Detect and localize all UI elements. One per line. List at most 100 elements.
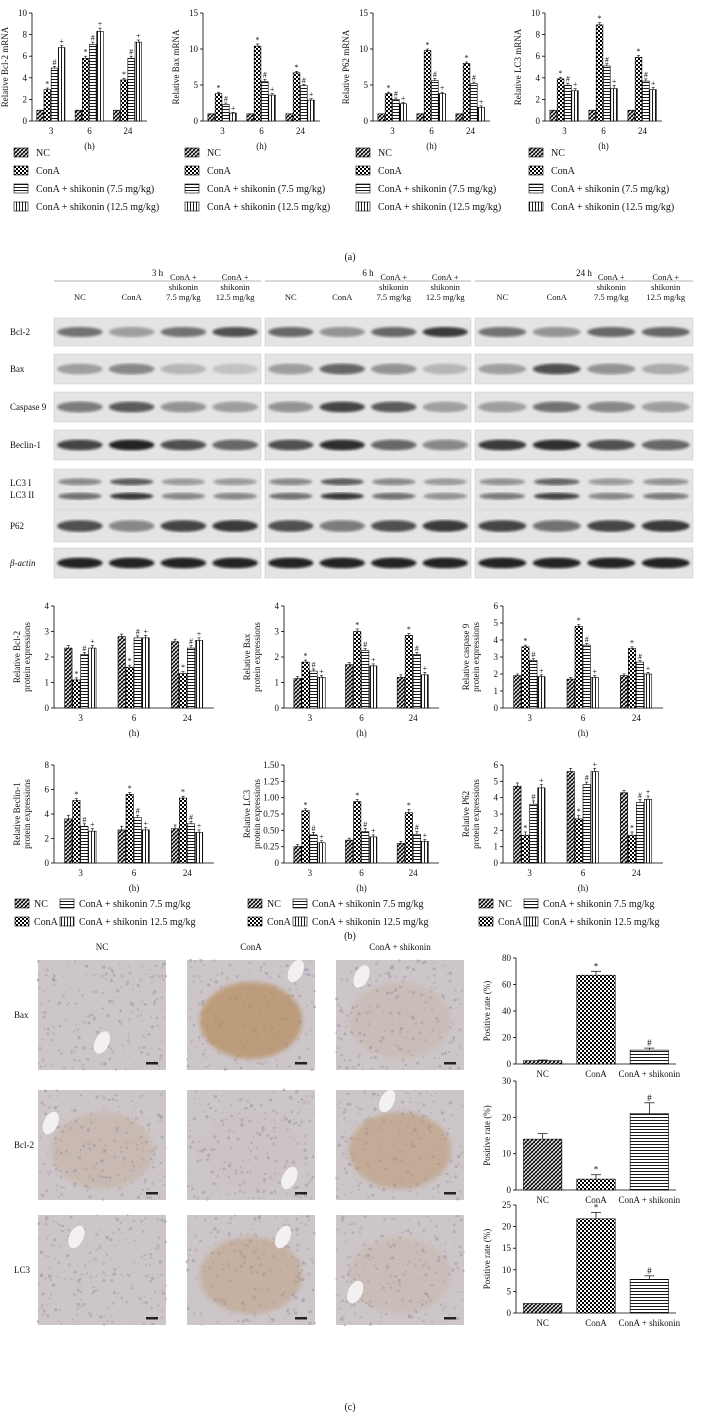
tissue-cell [188,1172,191,1174]
tissue-cell [48,1106,51,1109]
tissue-cell [348,1121,351,1124]
significance-mark: * [630,823,634,832]
x-tick-label: ConA + shikonin [619,1318,681,1328]
significance-mark: * [523,637,527,646]
tissue-cell [94,990,98,994]
tissue-cell [164,1284,167,1287]
tissue-cell [301,1299,305,1303]
tissue-cell [433,1315,435,1318]
tissue-cell [249,970,251,972]
tissue-cell [202,1059,204,1062]
significance-mark: + [90,820,95,829]
significance-mark: + [309,90,314,99]
tissue-cell [374,979,378,983]
y-tick-label: 0 [507,1308,512,1318]
tissue-cell [194,1248,198,1252]
x-tick-label: 24 [183,713,193,723]
tissue-cell [101,1307,103,1309]
tissue-cell [392,967,395,970]
y-tick-label: 0.75 [263,809,279,819]
significance-mark: + [592,760,597,769]
tissue-cell [72,1049,76,1053]
legend-swatch [247,916,263,927]
blot-band [268,401,314,413]
tissue-cell [61,1118,63,1121]
tissue-cell [448,1127,450,1130]
tissue-cell [437,1057,440,1060]
tissue-cell [369,1056,373,1060]
bar [566,771,575,864]
tissue-cell [54,1257,57,1260]
tissue-cell [448,1101,452,1105]
tissue-cell [57,1001,62,1005]
tissue-cell [146,1196,150,1199]
tissue-cell [56,1089,59,1092]
tissue-cell [156,1247,160,1251]
tissue-cell [443,997,446,1000]
lane-label: 7.5 mg/kg [166,292,201,302]
tissue-cell [104,977,108,981]
tissue-cell [66,1004,69,1007]
tissue-cell [363,1215,367,1219]
lane-label: 12.5 mg/kg [646,292,685,302]
tissue-cell [340,977,344,981]
legend-entry: ConA + shikonin (12.5 mg/kg) [36,202,159,213]
tissue-cell [460,970,463,973]
tissue-cell [432,967,436,971]
tissue-cell [347,1162,352,1167]
bar [392,99,400,122]
tissue-cell [71,1318,74,1321]
blot-band [161,478,206,486]
tissue-cell [52,978,56,982]
tissue-cell [421,961,425,965]
tissue-cell [338,1302,341,1304]
y-tick-label: 1.50 [263,760,279,770]
bar [431,80,439,122]
x-axis-label: (h) [356,728,367,738]
blot-band [422,439,468,451]
tissue-cell [233,1214,237,1217]
tissue-cell [102,1198,105,1201]
y-tick-label: 4 [494,793,499,803]
bar [384,93,393,122]
tissue-cell [344,1136,347,1138]
ihc-column-label: ConA + shikonin [369,942,431,952]
tissue-cell [95,1289,99,1292]
tissue-cell [48,1297,51,1300]
tissue-cell [50,1243,55,1247]
tissue-cell [370,1068,372,1070]
tissue-cell [434,1066,437,1069]
tissue-cell [196,1199,198,1201]
tissue-cell [303,1148,307,1152]
tissue-cell [299,1120,304,1125]
tissue-cell [101,991,104,994]
tissue-cell [150,1306,153,1309]
tissue-cell [345,1280,349,1283]
tissue-cell [454,1175,458,1179]
ihc-row-label: LC3 [14,1265,31,1275]
tissue-cell [449,1176,452,1179]
tissue-cell [257,1061,261,1065]
tissue-cell [113,1291,117,1295]
tissue-cell [310,1197,313,1200]
tissue-cell [186,1119,189,1122]
tissue-cell [144,1178,147,1181]
bar [537,676,546,709]
tissue-cell [104,1274,107,1277]
tissue-cell [188,958,192,962]
y-tick-label: 4 [275,601,280,611]
tissue-cell [81,994,84,997]
tissue-cell [456,1064,458,1066]
tissue-cell [156,1217,160,1221]
tissue-cell [69,1049,73,1053]
tissue-cell [288,1119,292,1123]
tissue-cell [417,1222,421,1226]
tissue-cell [158,1047,161,1050]
significance-mark: # [415,823,419,832]
tissue-cell [380,1316,383,1319]
tissue-cell [308,1321,312,1326]
tissue-cell [285,1219,288,1221]
